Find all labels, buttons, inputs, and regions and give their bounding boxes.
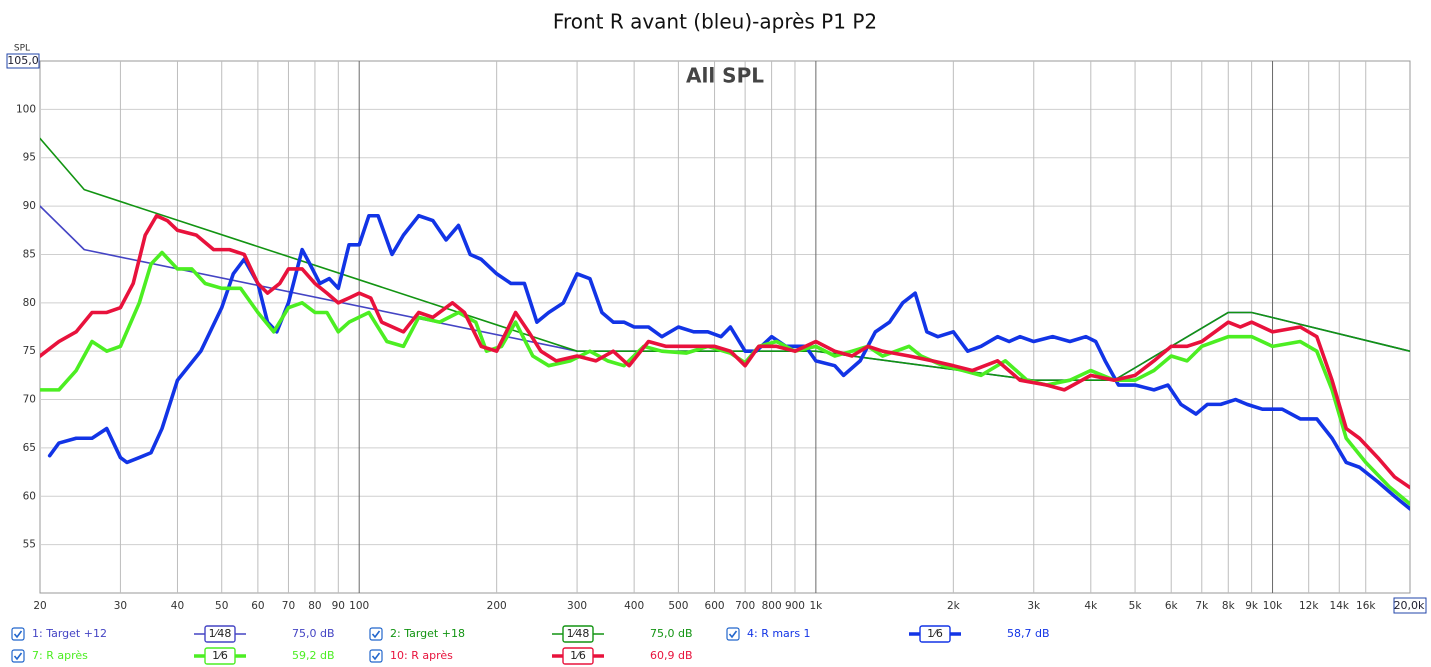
x-tick-label: 9k xyxy=(1245,600,1259,612)
legend-check xyxy=(13,630,23,639)
smoothing-box[interactable] xyxy=(204,647,236,665)
x-tick-label: 900 xyxy=(785,600,805,612)
x-tick-label: 12k xyxy=(1299,600,1319,612)
legend-name: 7: R après xyxy=(32,649,88,662)
x-tick-label: 80 xyxy=(308,600,321,612)
legend-item[interactable]: 1: Target +12 1⁄48 75,0 dB xyxy=(11,625,335,643)
smoothing-label: 1⁄6 xyxy=(212,649,228,662)
x-tick-label: 8k xyxy=(1222,600,1236,612)
y-limit-box xyxy=(6,53,40,69)
smoothing-label: 1⁄6 xyxy=(570,649,586,662)
legend-checkbox[interactable] xyxy=(726,627,740,641)
legend-level: 59,2 dB xyxy=(292,649,335,662)
x-tick-label: 6k xyxy=(1165,600,1179,612)
legend-checkbox[interactable] xyxy=(369,649,383,663)
x-tick-label: 30 xyxy=(114,600,127,612)
x-tick-label: 7k xyxy=(1195,600,1209,612)
legend-name: 1: Target +12 xyxy=(32,627,107,640)
x-tick-label: 60 xyxy=(251,600,264,612)
smoothing-box[interactable] xyxy=(562,647,594,665)
x-tick-label: 14k xyxy=(1330,600,1350,612)
series-line xyxy=(40,213,1410,490)
x-tick-label: 5k xyxy=(1129,600,1143,612)
legend-level: 75,0 dB xyxy=(292,627,335,640)
legend-name: 10: R après xyxy=(390,649,453,662)
x-tick-label: 200 xyxy=(487,600,507,612)
legend-check xyxy=(13,652,23,661)
legend-name: 4: R mars 1 xyxy=(747,627,811,640)
smoothing-box[interactable] xyxy=(562,625,594,643)
x-tick-label: 500 xyxy=(668,600,688,612)
legend-level: 75,0 dB xyxy=(650,627,693,640)
x-limit-box xyxy=(1393,597,1427,614)
x-tick-label: 800 xyxy=(762,600,782,612)
legend-item[interactable]: 7: R après 1⁄6 59,2 dB xyxy=(11,647,335,665)
series-group xyxy=(40,137,1410,511)
legend-check xyxy=(371,630,381,639)
y-tick-label: 80 xyxy=(23,297,36,309)
x-tick-label: 70 xyxy=(282,600,295,612)
x-tick-label: 20 xyxy=(33,600,46,612)
legend-item[interactable]: 2: Target +18 1⁄48 75,0 dB xyxy=(369,625,693,643)
x-tick-label: 300 xyxy=(567,600,587,612)
series-line xyxy=(40,250,1410,506)
x-tick-label: 16k xyxy=(1356,600,1376,612)
legend-level: 58,7 dB xyxy=(1007,627,1050,640)
y-tick-label: 75 xyxy=(23,345,36,357)
legend-checkbox[interactable] xyxy=(11,649,25,663)
y-tick-label: 55 xyxy=(23,539,36,551)
smoothing-label: 1⁄48 xyxy=(209,627,232,640)
x-tick-label: 2k xyxy=(947,600,961,612)
legend-level: 60,9 dB xyxy=(650,649,693,662)
legend-name: 2: Target +18 xyxy=(390,627,465,640)
legend-check xyxy=(728,630,738,639)
legend-item[interactable]: 10: R après 1⁄6 60,9 dB xyxy=(369,647,693,665)
y-tick-label: 100 xyxy=(16,103,36,115)
x-tick-label: 20,0k xyxy=(1394,599,1425,612)
x-tick-label: 700 xyxy=(735,600,755,612)
x-tick-label: 100 xyxy=(349,600,369,612)
legend-checkbox[interactable] xyxy=(369,627,383,641)
x-tick-label: 50 xyxy=(215,600,228,612)
x-tick-label: 4k xyxy=(1084,600,1098,612)
x-tick-label: 3k xyxy=(1027,600,1041,612)
y-tick-label: 105,0 xyxy=(7,54,39,67)
y-tick-label: 60 xyxy=(23,490,36,502)
legend-check xyxy=(371,652,381,661)
x-tick-label: 600 xyxy=(705,600,725,612)
y-axis-label: SPL xyxy=(14,44,30,54)
smoothing-label: 1⁄6 xyxy=(927,627,943,640)
smoothing-box[interactable] xyxy=(919,625,951,643)
x-tick-label: 1k xyxy=(809,600,823,612)
legend-item[interactable]: 4: R mars 1 1⁄6 58,7 dB xyxy=(726,625,1050,643)
y-tick-label: 85 xyxy=(23,248,36,260)
annotation: All SPL xyxy=(686,64,764,88)
chart-title: Front R avant (bleu)-après P1 P2 xyxy=(553,10,877,34)
grid xyxy=(40,61,1410,593)
x-tick-label: 10k xyxy=(1263,600,1283,612)
y-tick-label: 70 xyxy=(23,394,36,406)
legend-checkbox[interactable] xyxy=(11,627,25,641)
y-tick-label: 90 xyxy=(23,200,36,212)
smoothing-box[interactable] xyxy=(204,625,236,643)
y-tick-label: 95 xyxy=(23,152,36,164)
x-tick-label: 90 xyxy=(332,600,345,612)
x-tick-label: 40 xyxy=(171,600,184,612)
smoothing-label: 1⁄48 xyxy=(567,627,590,640)
x-tick-label: 400 xyxy=(624,600,644,612)
y-tick-label: 65 xyxy=(23,442,36,454)
